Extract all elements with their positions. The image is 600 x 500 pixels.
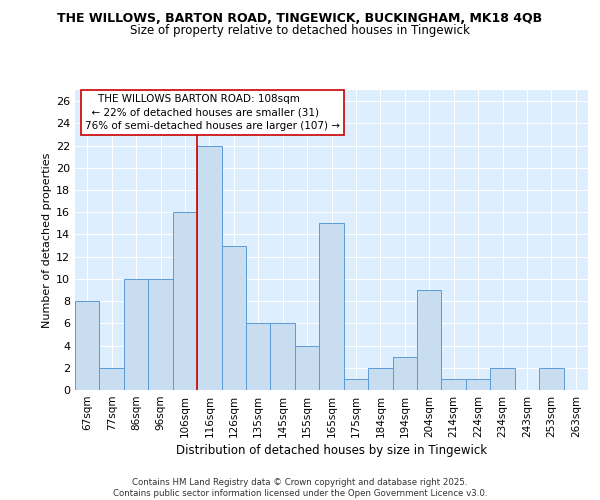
Bar: [466, 379, 490, 390]
Text: Size of property relative to detached houses in Tingewick: Size of property relative to detached ho…: [130, 24, 470, 37]
Bar: [368, 368, 392, 390]
Bar: [539, 368, 563, 390]
Bar: [221, 246, 246, 390]
Bar: [100, 368, 124, 390]
Text: Contains HM Land Registry data © Crown copyright and database right 2025.
Contai: Contains HM Land Registry data © Crown c…: [113, 478, 487, 498]
Bar: [197, 146, 221, 390]
Bar: [295, 346, 319, 390]
Bar: [417, 290, 442, 390]
Bar: [173, 212, 197, 390]
Bar: [148, 279, 173, 390]
X-axis label: Distribution of detached houses by size in Tingewick: Distribution of detached houses by size …: [176, 444, 487, 457]
Bar: [490, 368, 515, 390]
Bar: [442, 379, 466, 390]
Bar: [246, 324, 271, 390]
Text: THE WILLOWS, BARTON ROAD, TINGEWICK, BUCKINGHAM, MK18 4QB: THE WILLOWS, BARTON ROAD, TINGEWICK, BUC…: [58, 12, 542, 26]
Bar: [124, 279, 148, 390]
Bar: [271, 324, 295, 390]
Bar: [344, 379, 368, 390]
Bar: [319, 224, 344, 390]
Y-axis label: Number of detached properties: Number of detached properties: [42, 152, 52, 328]
Bar: [392, 356, 417, 390]
Text: THE WILLOWS BARTON ROAD: 108sqm
  ← 22% of detached houses are smaller (31)
76% : THE WILLOWS BARTON ROAD: 108sqm ← 22% of…: [85, 94, 340, 131]
Bar: [75, 301, 100, 390]
